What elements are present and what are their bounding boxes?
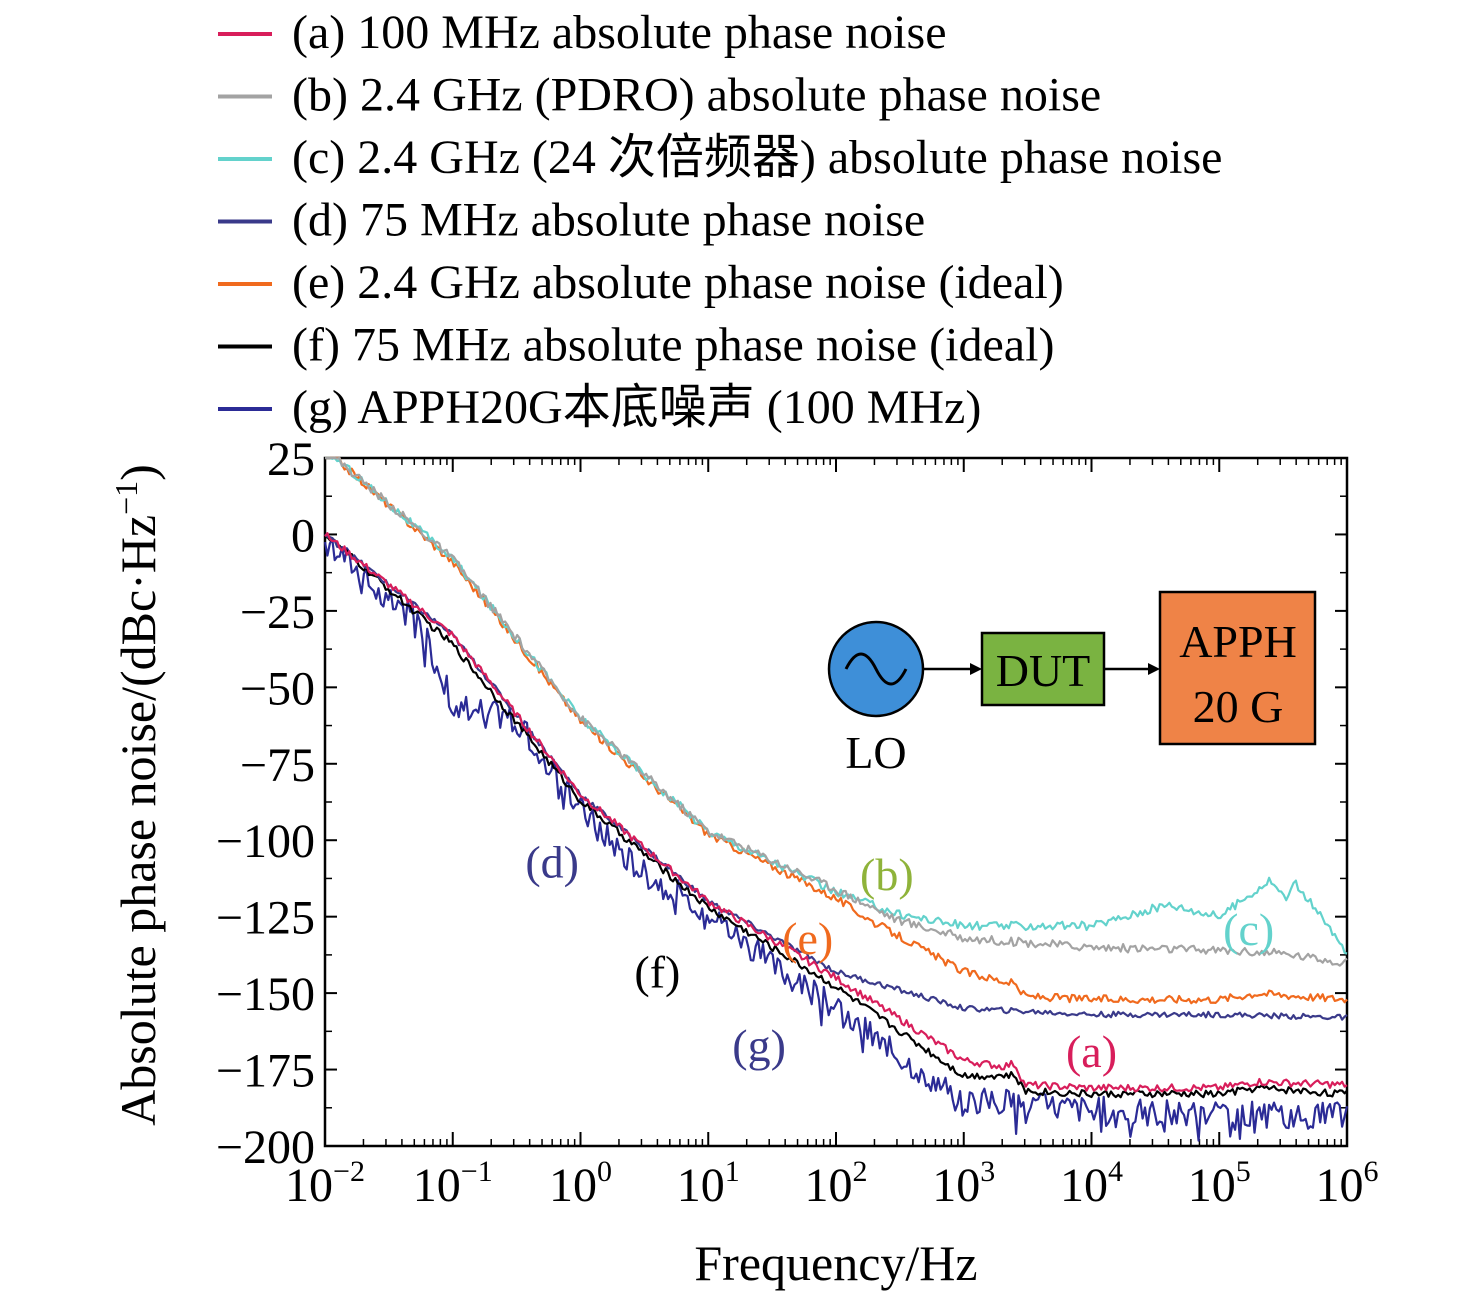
x-tick-label: 100 bbox=[549, 1155, 612, 1212]
annotation-layer: (a) (b) (c) (d) (e) (f) (g) bbox=[525, 837, 1274, 1078]
y-tick-label: 25 bbox=[267, 433, 315, 486]
x-tick-label: 101 bbox=[677, 1155, 740, 1212]
y-tick-label: −200 bbox=[216, 1121, 315, 1174]
y-tick-label: −25 bbox=[240, 586, 315, 639]
legend-label-b: (b) 2.4 GHz (PDRO) absolute phase noise bbox=[292, 69, 1101, 122]
legend-label-a: (a) 100 MHz absolute phase noise bbox=[292, 6, 947, 59]
series-line-a bbox=[324, 531, 1348, 1093]
annotation-label: (a) bbox=[1066, 1026, 1117, 1077]
arrowhead-icon bbox=[1148, 663, 1160, 675]
x-tick-label: 106 bbox=[1316, 1155, 1379, 1212]
legend-label-e: (e) 2.4 GHz absolute phase noise (ideal) bbox=[292, 256, 1064, 309]
legend-label-d: (d) 75 MHz absolute phase noise bbox=[292, 194, 925, 247]
y-tick-label: −150 bbox=[216, 968, 315, 1021]
x-tick-label: 105 bbox=[1188, 1155, 1251, 1212]
y-tick-label: 0 bbox=[291, 509, 315, 562]
series-line-b bbox=[325, 456, 1348, 967]
annotation-label: (b) bbox=[860, 849, 914, 900]
annotation-label: (g) bbox=[732, 1020, 786, 1071]
apph-label-line1: APPH bbox=[1179, 616, 1297, 667]
y-tick-label: −50 bbox=[240, 662, 315, 715]
x-tick-label: 104 bbox=[1060, 1155, 1123, 1212]
series-line-d bbox=[324, 533, 1348, 1021]
y-tick-label: −175 bbox=[216, 1045, 315, 1098]
plot-frame bbox=[323, 456, 1349, 1148]
annotation-label: (c) bbox=[1223, 904, 1274, 955]
legend-label-f: (f) 75 MHz absolute phase noise (ideal) bbox=[292, 319, 1054, 372]
lo-label: LO bbox=[845, 727, 906, 778]
x-tick-label: 10−1 bbox=[413, 1155, 493, 1212]
series-line-e bbox=[325, 456, 1348, 1005]
series-line-c bbox=[325, 456, 1348, 955]
dut-label: DUT bbox=[996, 645, 1091, 696]
legend-label-g: (g) APPH20G本底噪声 (100 MHz) bbox=[292, 381, 981, 434]
y-tick-label: −100 bbox=[216, 815, 315, 868]
annotation-label: (f) bbox=[634, 947, 680, 998]
x-tick-label: 102 bbox=[805, 1155, 868, 1212]
block-diagram-inset: LO DUT APPH 20 G bbox=[827, 590, 1317, 778]
arrowhead-icon bbox=[970, 663, 982, 675]
axis-ticks: 10−2 10−1 100 101 102 103 104 105 106 25 0 −25 −50 −7… bbox=[216, 433, 1379, 1212]
annotation-label: (d) bbox=[525, 837, 579, 888]
y-tick-label: −125 bbox=[216, 892, 315, 945]
x-axis-label: Frequency/Hz bbox=[694, 1235, 977, 1291]
dut-block bbox=[980, 631, 1106, 707]
series-layer bbox=[323, 456, 1349, 1142]
legend: (a) 100 MHz absolute phase noise (b) 2.4 … bbox=[218, 6, 1222, 434]
y-tick-label: −75 bbox=[240, 739, 315, 792]
x-tick-label: 103 bbox=[932, 1155, 995, 1212]
apph-label-line2: 20 G bbox=[1193, 681, 1284, 732]
y-axis-label: Absolute phase noise/(dBc·Hz−1) bbox=[108, 464, 166, 1126]
apph-block bbox=[1158, 590, 1317, 746]
annotation-label: (e) bbox=[782, 913, 833, 964]
series-line-f bbox=[324, 535, 1348, 1099]
x-tick-label: 10−2 bbox=[285, 1155, 365, 1212]
legend-label-c: (c) 2.4 GHz (24 次倍频器) absolute phase noi… bbox=[292, 131, 1222, 184]
sine-wave-icon bbox=[844, 652, 908, 686]
